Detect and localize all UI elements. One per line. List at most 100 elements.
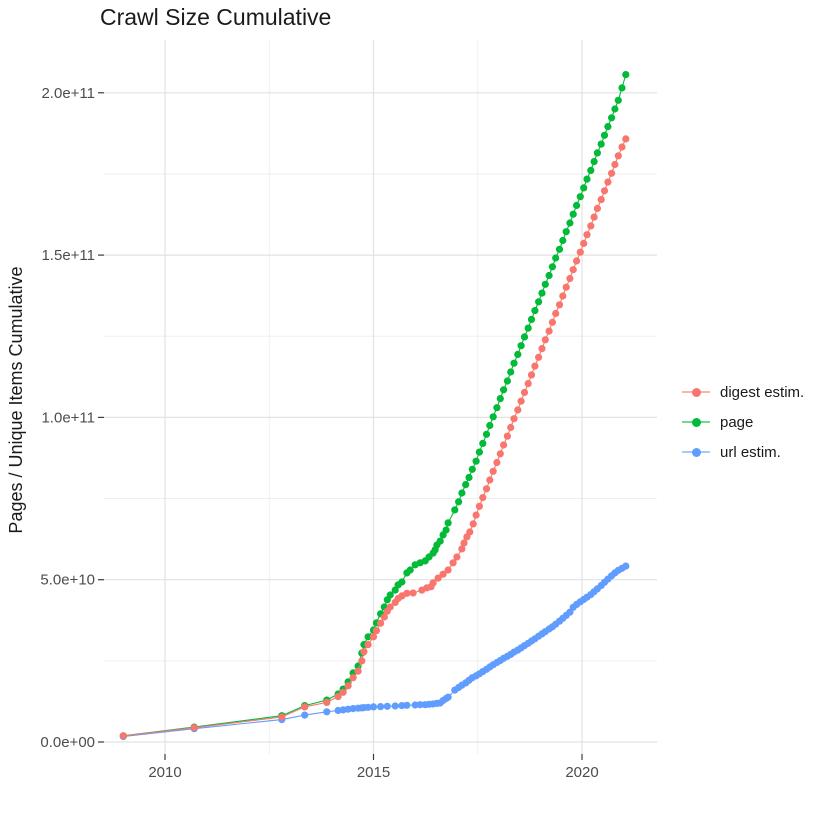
data-point-digest-estim — [429, 579, 437, 587]
data-point-page — [593, 149, 602, 157]
data-point-digest-estim — [503, 432, 511, 440]
data-point-url-estim — [416, 701, 424, 709]
data-point-digest-estim — [489, 467, 497, 475]
data-series-layer — [119, 71, 630, 741]
data-point-digest-estim — [466, 528, 474, 536]
data-point-page — [458, 489, 466, 497]
data-point-digest-estim — [524, 380, 532, 388]
data-point-page — [562, 228, 570, 236]
data-point-digest-estim — [548, 318, 557, 326]
legend-label-digest-estim: digest estim. — [720, 383, 805, 401]
data-point-digest-estim — [531, 362, 539, 370]
data-point-url-estim — [364, 703, 372, 711]
data-point-digest-estim — [377, 619, 385, 627]
data-point-url-estim — [391, 702, 399, 710]
major-gridlines — [104, 40, 657, 754]
data-point-page — [472, 457, 480, 465]
data-point-digest-estim — [369, 633, 378, 641]
data-point-digest-estim — [590, 213, 598, 221]
data-point-digest-estim — [541, 336, 549, 344]
data-point-digest-estim — [493, 458, 501, 467]
data-point-url-estim — [444, 693, 452, 701]
data-point-digest-estim — [507, 423, 515, 432]
legend-item-digest-estim: digest estim. — [682, 377, 804, 407]
data-point-digest-estim — [334, 693, 342, 701]
data-point-page — [496, 395, 504, 403]
data-point-page — [576, 193, 584, 201]
data-point-digest-estim — [339, 688, 347, 696]
data-point-page — [566, 219, 574, 227]
data-point-digest-estim — [354, 667, 362, 675]
data-point-page — [618, 84, 626, 92]
data-point-url-estim — [323, 708, 331, 716]
data-point-digest-estim — [486, 476, 494, 484]
data-point-digest-estim — [323, 698, 331, 707]
data-point-page — [510, 359, 518, 367]
data-point-page — [442, 526, 450, 534]
data-point-page — [500, 386, 508, 394]
data-point-digest-estim — [475, 502, 483, 510]
data-point-page — [503, 377, 511, 385]
data-point-url-estim — [622, 562, 630, 570]
data-point-digest-estim — [608, 169, 616, 177]
y-tick-label: 1.0e+11 — [41, 409, 95, 426]
data-point-digest-estim — [552, 309, 560, 318]
data-point-digest-estim — [119, 732, 127, 740]
data-point-digest-estim — [573, 257, 581, 265]
chart-title: Crawl Size Cumulative — [100, 4, 332, 30]
data-point-page — [398, 578, 406, 586]
legend-label-page: page — [720, 413, 754, 431]
data-point-digest-estim — [566, 274, 574, 283]
axis-tick-labels: 0.0e+00 5.0e+10 1.0e+11 1.5e+11 2.0e+11 2010 2… — [40, 85, 598, 781]
data-point-page — [541, 280, 549, 288]
data-point-digest-estim — [479, 494, 487, 502]
data-point-page — [597, 140, 605, 148]
data-point-page — [468, 465, 476, 473]
data-point-page — [600, 131, 609, 139]
data-point-page — [455, 498, 463, 506]
data-point-digest-estim — [569, 266, 577, 274]
data-point-digest-estim — [514, 406, 522, 414]
data-point-digest-estim — [604, 178, 612, 186]
data-point-digest-estim — [562, 283, 570, 291]
data-point-page — [465, 473, 473, 482]
data-point-page — [451, 506, 459, 514]
data-point-page — [475, 448, 483, 456]
data-point-page — [462, 481, 470, 489]
data-point-digest-estim — [449, 559, 457, 567]
series-digest-estim — [119, 135, 630, 740]
data-point-page — [608, 114, 616, 122]
data-point-page — [406, 566, 414, 574]
data-point-page — [573, 201, 581, 209]
data-point-page — [479, 439, 487, 447]
data-point-url-estim — [369, 703, 378, 711]
data-point-digest-estim — [469, 520, 477, 528]
data-point-digest-estim — [580, 239, 588, 247]
data-point-page — [590, 158, 598, 166]
data-point-page — [611, 105, 619, 113]
data-point-page — [587, 166, 595, 174]
data-point-digest-estim — [559, 292, 567, 300]
data-point-page — [364, 633, 372, 641]
data-point-digest-estim — [444, 566, 452, 574]
data-point-digest-estim — [349, 674, 357, 682]
data-point-url-estim — [377, 703, 385, 711]
data-point-digest-estim — [278, 713, 286, 721]
data-point-digest-estim — [587, 222, 595, 230]
data-point-digest-estim — [458, 545, 466, 553]
data-point-digest-estim — [439, 570, 447, 578]
data-point-digest-estim — [403, 589, 411, 597]
data-point-digest-estim — [555, 301, 564, 309]
data-point-url-estim — [301, 711, 309, 719]
series-line-digest-estim — [123, 138, 627, 737]
data-point-page — [489, 413, 497, 421]
data-point-digest-estim — [527, 371, 536, 379]
data-point-digest-estim — [597, 196, 605, 204]
data-point-digest-estim — [600, 187, 609, 195]
data-point-digest-estim — [434, 574, 442, 582]
data-point-page — [569, 210, 577, 218]
data-point-digest-estim — [453, 553, 461, 561]
data-point-digest-estim — [344, 682, 352, 690]
data-point-page — [507, 368, 515, 376]
